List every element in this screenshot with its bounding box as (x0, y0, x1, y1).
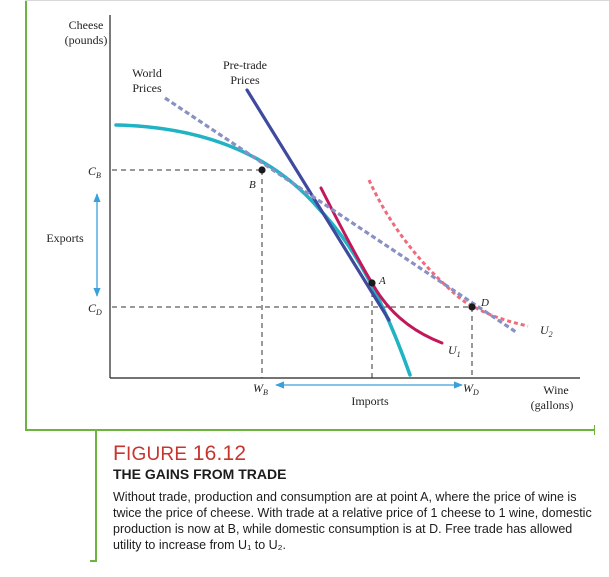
y-axis-label-line2: (pounds) (65, 33, 108, 47)
imports-label: Imports (351, 394, 389, 408)
figure-caption-text: Without trade, production and consumptio… (113, 490, 592, 552)
pretrade-prices-label-line2: Prices (230, 73, 260, 87)
x-axis-label-line2: (gallons) (531, 398, 574, 412)
caption-left-line (95, 429, 97, 562)
frame-top-line (25, 0, 609, 1)
wd-label: WD (463, 381, 479, 397)
frame-right-tick (594, 425, 595, 435)
point-a-label: A (378, 275, 386, 287)
gains-from-trade-diagram: Cheese (pounds) Wine (gallons) World Pri… (46, 15, 580, 412)
x-axis-label-line1: Wine (543, 383, 569, 397)
u1-label: U1 (448, 343, 461, 359)
world-price-line (164, 96, 517, 334)
exports-label: Exports (46, 231, 84, 245)
point-d-label: D (480, 297, 489, 309)
caption-bottom-tick (90, 560, 96, 562)
pretrade-price-line (245, 88, 391, 322)
figure-word-rest: IGURE (126, 444, 188, 465)
figure-number-heading: FIGURE 16.12 (113, 442, 593, 465)
wb-label: WB (253, 381, 268, 397)
figure-word-initial: F (113, 442, 127, 465)
indifference-curve-u2 (367, 179, 529, 328)
world-prices-label-line2: Prices (132, 81, 162, 95)
figure-caption: FIGURE 16.12 THE GAINS FROM TRADE Withou… (113, 442, 593, 553)
production-possibility-frontier (114, 123, 412, 377)
frame-left-line (25, 0, 27, 430)
pretrade-prices-label-line1: Pre-trade (223, 58, 267, 72)
frame-bottom-line (25, 429, 595, 431)
figure-number: 16.12 (192, 442, 247, 465)
point-b-marker (258, 166, 266, 174)
y-axis-label-line1: Cheese (69, 18, 104, 32)
point-d-marker (468, 303, 476, 311)
u2-label: U2 (540, 323, 553, 339)
world-prices-label-line1: World (132, 66, 162, 80)
cd-label: CD (88, 301, 102, 317)
point-a-marker (368, 279, 376, 287)
cb-label: CB (88, 164, 101, 180)
figure-title: THE GAINS FROM TRADE (113, 466, 287, 482)
point-b-label: B (249, 179, 256, 191)
